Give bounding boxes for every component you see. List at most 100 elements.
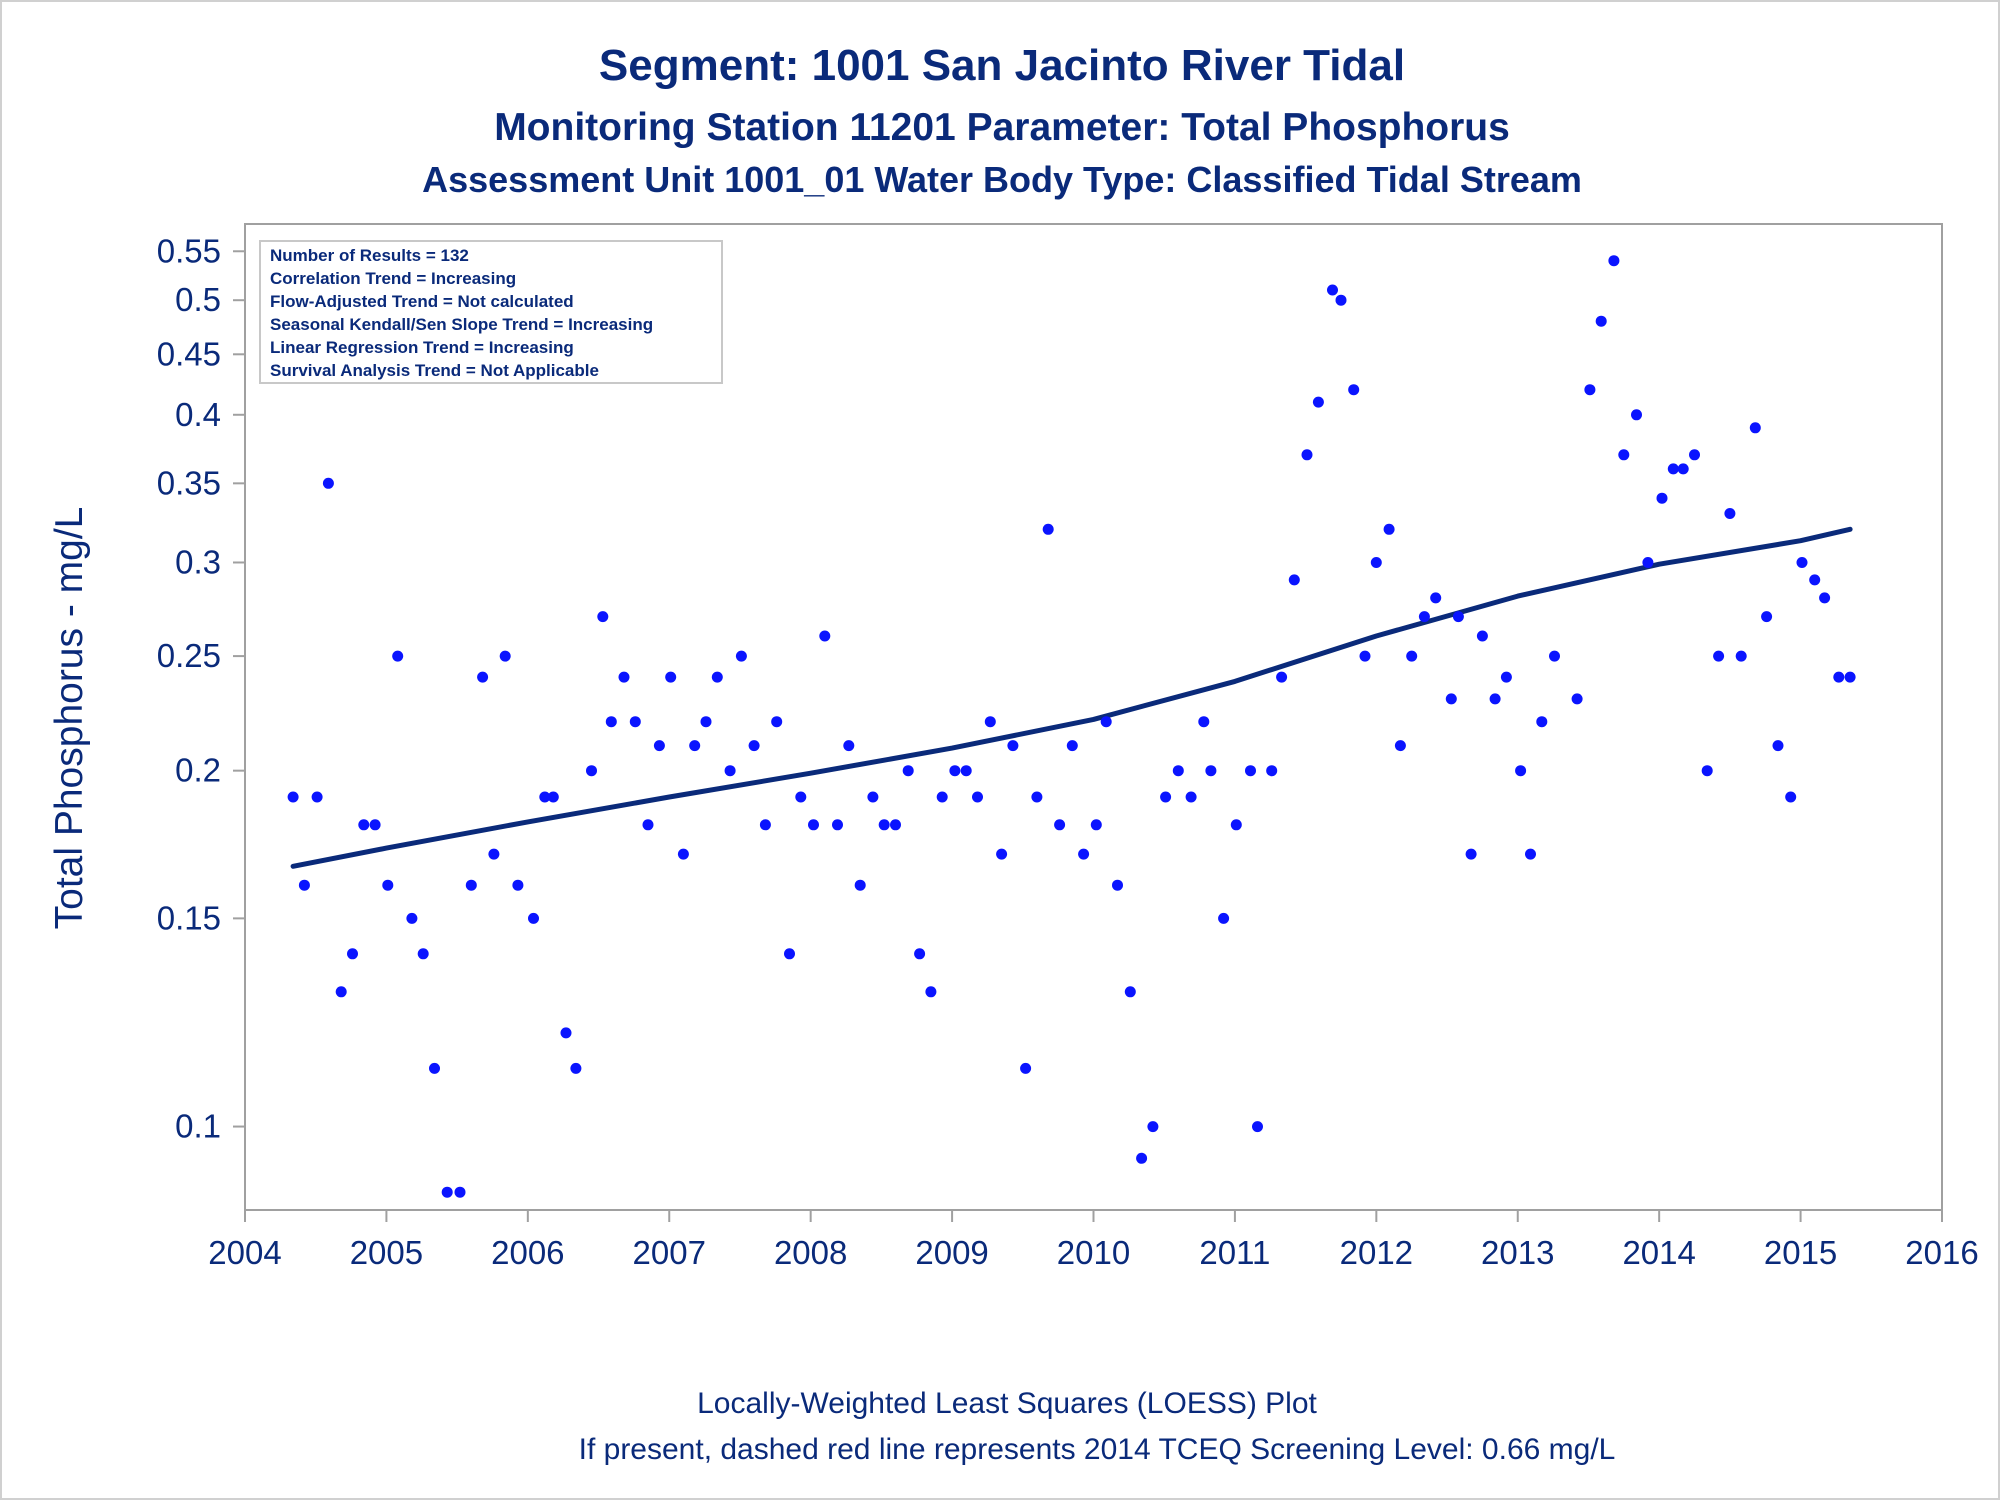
data-point [560,1027,572,1039]
data-point [1370,557,1382,568]
data-point [1383,523,1395,535]
y-tick-label: 0.4 [175,396,221,433]
data-point [1785,791,1797,803]
data-point [1090,819,1102,831]
y-tick-label: 0.3 [175,543,221,580]
data-point [1631,409,1642,421]
data-point [936,791,948,803]
data-point [1445,693,1457,705]
data-point [700,716,712,728]
data-point [1136,1152,1148,1164]
y-tick-label: 0.5 [175,281,221,318]
data-point [547,791,559,803]
x-tick-label: 2012 [1340,1234,1413,1271]
data-point [1078,848,1090,860]
data-point [1809,574,1821,586]
chart-title: Segment: 1001 San Jacinto River Tidal [599,41,1405,90]
data-point [454,1186,466,1198]
data-point [1245,765,1256,777]
data-point [1218,912,1230,924]
data-point [925,986,937,998]
x-axis: 2004 2005 2006 2007 2008 2009 2010 2011 2012 2013… [208,1210,1979,1271]
data-point [392,650,404,662]
data-point [1584,384,1596,396]
y-tick-label: 0.2 [175,752,221,789]
data-point [890,819,901,831]
data-point [605,716,617,728]
y-tick-label: 0.45 [157,335,221,372]
data-point [1100,716,1112,728]
data-point [298,879,310,891]
info-line: Flow-Adjusted Trend = Not calculated [270,292,574,311]
info-line: Correlation Trend = Increasing [270,269,516,288]
loess-trend-line [290,526,1853,869]
x-tick-label: 2016 [1905,1234,1978,1271]
data-point [322,477,334,489]
data-point [1288,574,1300,586]
data-point [586,765,597,777]
data-point [1571,693,1583,705]
y-tick-label: 0.35 [157,464,221,501]
data-point [1844,671,1856,683]
data-point [972,791,983,803]
data-point [1205,765,1217,777]
data-point [528,912,539,924]
data-point [1327,284,1338,296]
data-point [1525,848,1536,860]
data-point [1833,671,1845,683]
data-point [1172,765,1184,777]
data-point [642,819,654,831]
data-point [1147,1121,1159,1133]
chart-subtitle: Monitoring Station 11201 Parameter: Tota… [494,106,1510,149]
data-point [369,819,381,831]
data-point [653,740,665,752]
data-point [902,765,914,777]
data-point [1819,592,1831,604]
data-point [735,650,747,662]
data-point [1054,819,1066,831]
data-point [808,819,819,831]
info-box-border [259,240,723,384]
info-box: Number of Results = 132 Correlation Tren… [259,240,723,384]
data-point [465,879,477,891]
data-point [1724,508,1736,519]
data-point [1701,765,1713,777]
data-point [1160,791,1172,803]
data-point [287,791,299,803]
data-point [1476,630,1488,642]
data-point [1489,693,1501,705]
data-point [1689,449,1700,461]
data-point [1124,986,1136,998]
info-line: Linear Regression Trend = Increasing [270,338,574,357]
x-tick-label: 2013 [1481,1234,1554,1271]
y-axis: 0.1 0.15 0.2 0.25 0.3 0.35 0.4 0.45 0.5 0.55 [157,232,245,1145]
data-point [629,716,641,728]
data-point [984,716,996,728]
data-point [1230,819,1242,831]
data-point [477,671,489,683]
data-point [1796,557,1808,568]
data-point [867,791,879,803]
data-point [1667,463,1679,475]
data-point [1348,384,1360,396]
data-point [1618,449,1630,461]
trend-layer [290,526,1853,869]
data-point [1359,650,1371,662]
data-point [711,671,723,683]
data-point [1112,879,1123,891]
data-point [358,819,370,831]
y-tick-label: 0.55 [157,232,221,269]
y-tick-label: 0.1 [175,1108,221,1145]
data-point [784,948,795,960]
data-point [748,740,760,752]
data-point [1465,848,1477,860]
data-point [417,948,429,960]
data-point [1007,740,1019,752]
data-point [771,716,783,728]
data-point [1418,611,1430,623]
data-point [832,819,843,831]
data-point [878,819,890,831]
data-point [665,671,677,683]
chart-subtitle-2: Assessment Unit 1001_01 Water Body Type:… [422,159,1582,200]
